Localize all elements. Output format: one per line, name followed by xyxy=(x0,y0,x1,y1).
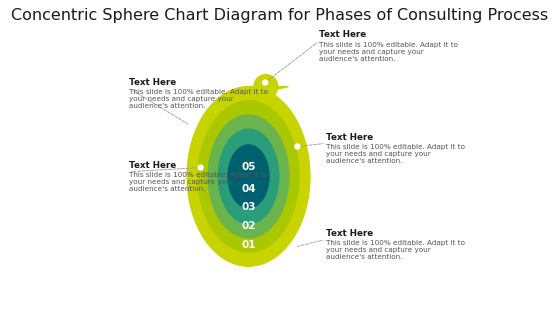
Ellipse shape xyxy=(228,145,269,208)
Text: Text Here: Text Here xyxy=(326,133,373,142)
Circle shape xyxy=(189,123,194,129)
Ellipse shape xyxy=(218,129,279,224)
Text: This slide is 100% editable. Adapt it to
your needs and capture your
audience's : This slide is 100% editable. Adapt it to… xyxy=(319,42,459,61)
Text: This slide is 100% editable. Adapt it to
your needs and capture your
audience's : This slide is 100% editable. Adapt it to… xyxy=(129,89,268,109)
Text: Text Here: Text Here xyxy=(129,77,176,87)
Text: Text Here: Text Here xyxy=(326,229,373,238)
Text: This slide is 100% editable. Adapt it to
your needs and capture your
audience's : This slide is 100% editable. Adapt it to… xyxy=(129,172,268,192)
Text: This slide is 100% editable. Adapt it to
your needs and capture your
audience's : This slide is 100% editable. Adapt it to… xyxy=(326,240,465,260)
Text: Concentric Sphere Chart Diagram for Phases of Consulting Process: Concentric Sphere Chart Diagram for Phas… xyxy=(11,8,549,23)
Text: 01: 01 xyxy=(241,240,256,250)
Text: 04: 04 xyxy=(241,184,256,194)
Polygon shape xyxy=(251,87,288,90)
Circle shape xyxy=(254,75,278,99)
Ellipse shape xyxy=(187,87,310,266)
Text: Text Here: Text Here xyxy=(319,30,366,39)
Text: Text Here: Text Here xyxy=(129,161,176,170)
Ellipse shape xyxy=(198,101,299,252)
Text: This slide is 100% editable. Adapt it to
your needs and capture your
audience's : This slide is 100% editable. Adapt it to… xyxy=(326,144,465,164)
Text: 03: 03 xyxy=(241,202,256,212)
Circle shape xyxy=(295,144,300,149)
Circle shape xyxy=(263,80,268,85)
Circle shape xyxy=(198,165,203,170)
Ellipse shape xyxy=(208,115,289,238)
Text: 02: 02 xyxy=(241,221,256,231)
Text: 05: 05 xyxy=(241,162,256,172)
Circle shape xyxy=(292,245,297,250)
